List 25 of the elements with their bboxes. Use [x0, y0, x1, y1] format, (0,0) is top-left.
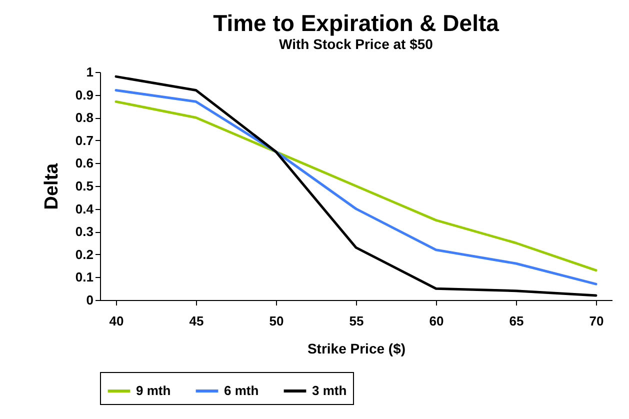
x-tick-label: 45 [189, 314, 204, 328]
y-tick-label: 1 [86, 64, 94, 80]
x-tick-label: 70 [589, 314, 604, 328]
y-tick-label: 0.9 [75, 87, 94, 102]
y-tick-label: 0 [86, 292, 94, 308]
chart-title: Time to Expiration & Delta [213, 10, 500, 36]
y-tick-label: 0.2 [75, 246, 94, 262]
y-tick-label: 0.7 [75, 132, 94, 148]
y-tick-label: 0.4 [75, 201, 94, 216]
y-tick-label: 0.1 [75, 270, 94, 285]
x-tick-label: 55 [349, 314, 364, 328]
x-axis-title: Strike Price ($) [307, 340, 406, 356]
y-tick-label: 0.3 [75, 224, 94, 240]
y-tick-label: 0.8 [75, 110, 94, 126]
x-tick-label: 60 [429, 314, 444, 328]
legend-label: 6 mth [224, 383, 259, 398]
y-tick-label: 0.5 [75, 178, 94, 194]
y-tick-label: 0.6 [75, 156, 94, 171]
x-tick-label: 65 [509, 314, 524, 328]
x-tick-label: 50 [269, 314, 284, 328]
chart-subtitle: With Stock Price at $50 [279, 36, 434, 52]
legend-label: 9 mth [136, 383, 171, 398]
x-tick-label: 40 [109, 314, 124, 328]
y-axis-title: Delta [41, 162, 62, 210]
legend-label: 3 mth [312, 383, 347, 398]
